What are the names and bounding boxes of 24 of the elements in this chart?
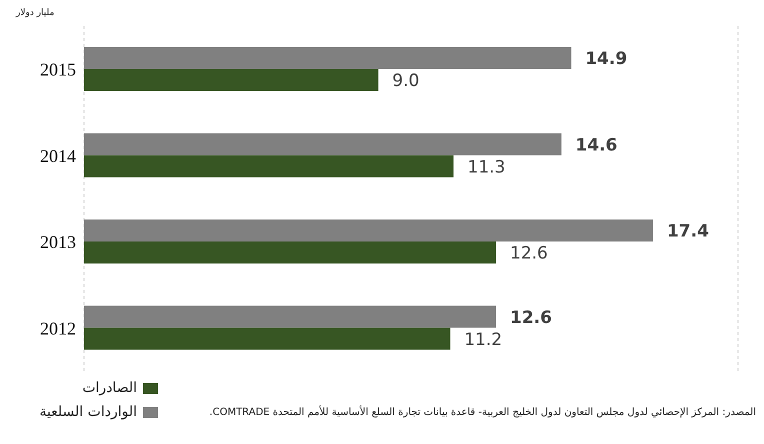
bar — [84, 242, 496, 264]
data-label: 14.6 — [575, 135, 618, 156]
text: المصدر: المركز الإحصائي لدول مجلس التعاون لدول الخليج العربية- قاعدة بيانات تجارة السلع الأساسية للأمم المتحدة COMTRADE. — [209, 407, 756, 418]
data-label: 9.0 — [392, 71, 420, 92]
data-label: 12.6 — [510, 244, 548, 264]
y-tick-label: 2015 — [40, 60, 76, 80]
y-tick-label: 2012 — [40, 318, 76, 338]
bar — [84, 220, 653, 242]
data-label: 12.6 — [510, 308, 552, 328]
y-tick-label: 2014 — [40, 146, 76, 166]
bar — [84, 69, 378, 91]
data-label: 14.9 — [585, 49, 628, 70]
bar — [84, 328, 450, 350]
y-tick-label: 2013 — [40, 232, 76, 252]
text: مليار دولار — [16, 8, 54, 18]
bar — [84, 306, 496, 328]
legend-label: الواردات السلعية — [39, 404, 137, 420]
data-label: 11.3 — [468, 157, 506, 178]
legend-label: الصادرات — [82, 380, 137, 396]
bar — [84, 133, 562, 156]
data-label: 17.4 — [666, 222, 710, 242]
bar — [84, 155, 454, 178]
data-label: 11.2 — [464, 330, 502, 350]
bar — [84, 47, 572, 69]
